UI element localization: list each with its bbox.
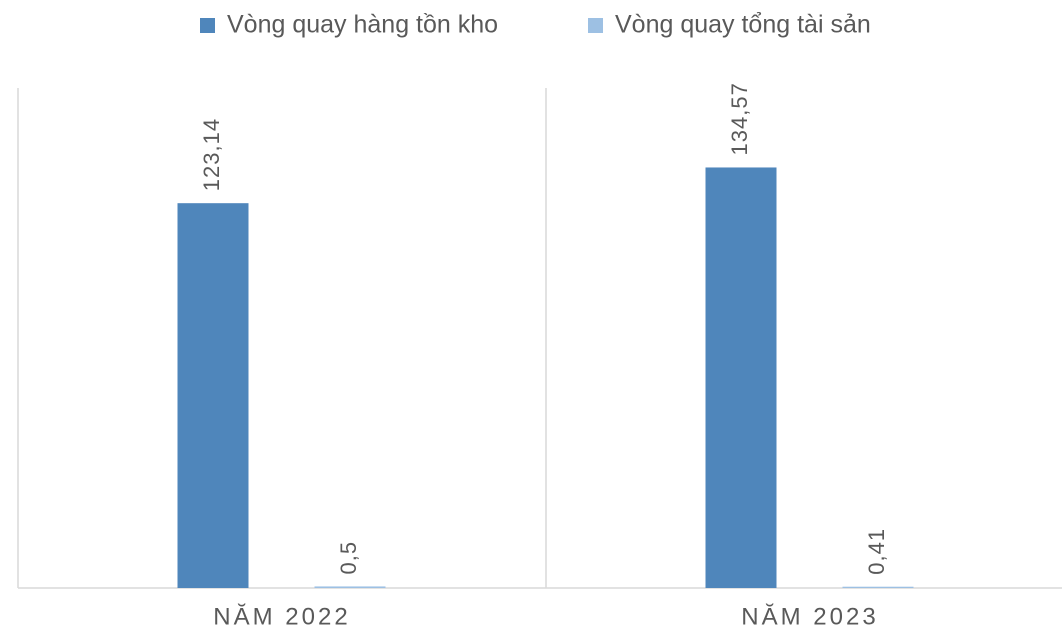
- x-tick-label: NĂM 2022: [213, 603, 350, 630]
- bar: [705, 167, 777, 588]
- bar: [177, 203, 249, 588]
- legend-swatch: [588, 18, 603, 33]
- bar: [842, 586, 914, 588]
- legend-label: Vòng quay tổng tài sản: [615, 11, 871, 39]
- bar: [314, 586, 386, 588]
- value-label: 0,41: [864, 528, 889, 575]
- value-label: 134,57: [727, 82, 752, 155]
- value-label: 123,14: [199, 118, 224, 191]
- legend-swatch: [200, 18, 215, 33]
- value-label: 0,5: [336, 541, 361, 575]
- legend-label: Vòng quay hàng tồn kho: [227, 11, 498, 39]
- x-tick-label: NĂM 2023: [741, 603, 878, 630]
